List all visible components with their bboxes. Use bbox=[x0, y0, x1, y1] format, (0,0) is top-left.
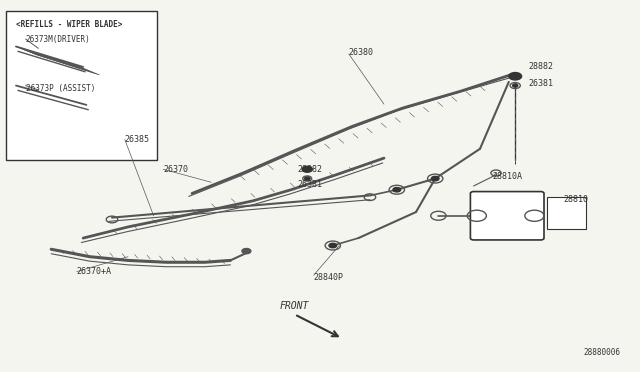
Text: 26370: 26370 bbox=[163, 165, 188, 174]
Text: 28880006: 28880006 bbox=[584, 348, 621, 357]
Text: 28810: 28810 bbox=[563, 195, 588, 203]
Circle shape bbox=[513, 84, 518, 87]
Circle shape bbox=[302, 166, 312, 172]
Text: 26381: 26381 bbox=[298, 180, 323, 189]
Text: FRONT: FRONT bbox=[280, 301, 309, 311]
Text: 28840P: 28840P bbox=[314, 273, 344, 282]
Circle shape bbox=[431, 176, 439, 181]
Circle shape bbox=[305, 177, 310, 180]
Text: 26381: 26381 bbox=[528, 79, 553, 88]
Text: 26385: 26385 bbox=[125, 135, 150, 144]
Text: 28882: 28882 bbox=[528, 62, 553, 71]
Text: 26370+A: 26370+A bbox=[77, 267, 112, 276]
Bar bbox=[6, 11, 157, 160]
Circle shape bbox=[329, 243, 337, 248]
Circle shape bbox=[512, 74, 518, 78]
FancyBboxPatch shape bbox=[470, 192, 544, 240]
Text: <REFILLS - WIPER BLADE>: <REFILLS - WIPER BLADE> bbox=[16, 20, 122, 29]
Bar bbox=[547, 197, 586, 229]
Text: 26373M(DRIVER): 26373M(DRIVER) bbox=[26, 35, 90, 44]
Text: 26373P (ASSIST): 26373P (ASSIST) bbox=[26, 84, 95, 93]
Circle shape bbox=[509, 73, 522, 80]
Text: 28810A: 28810A bbox=[493, 172, 523, 181]
Circle shape bbox=[393, 187, 401, 192]
Text: 26380: 26380 bbox=[349, 48, 374, 57]
Circle shape bbox=[242, 248, 251, 254]
Circle shape bbox=[305, 168, 310, 171]
Text: 28882: 28882 bbox=[298, 165, 323, 174]
